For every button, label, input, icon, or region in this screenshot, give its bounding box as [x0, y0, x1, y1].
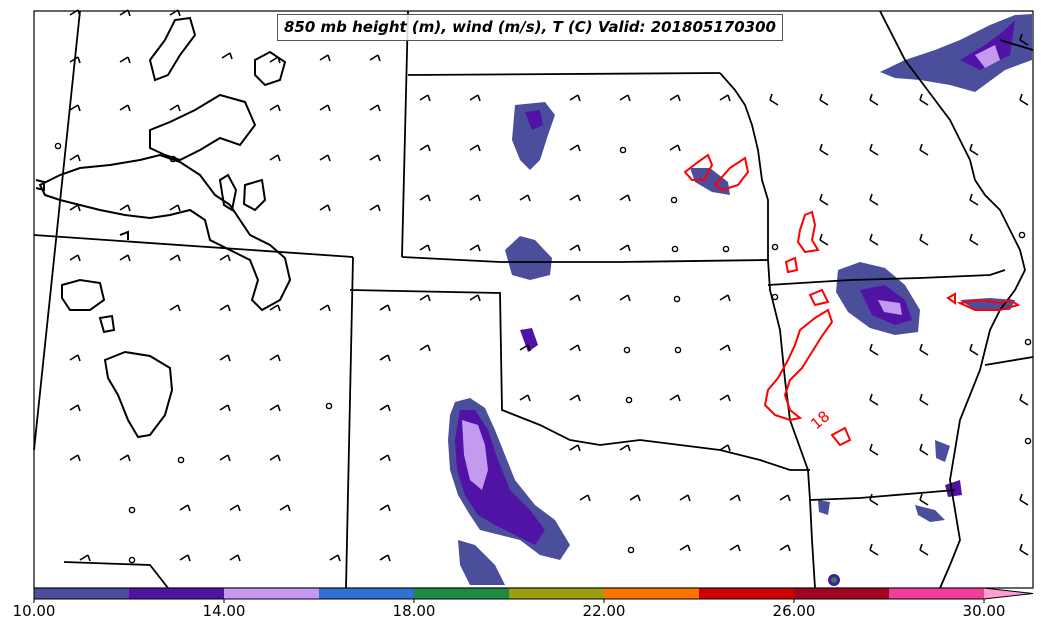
- colorbar-tick-label: 18.00: [392, 602, 436, 620]
- wind-barbs: [54, 9, 1032, 564]
- reflectivity-shading: [448, 14, 1032, 586]
- colorbar-tick-label: 30.00: [962, 602, 1006, 620]
- colorbar-tick-label: 22.00: [582, 602, 626, 620]
- height-contours: [35, 16, 292, 439]
- state-boundaries: [33, 10, 1034, 589]
- calm-markers: [54, 142, 1032, 564]
- colorbar-tick-label: 10.00: [12, 602, 56, 620]
- colorbar: [33, 587, 1034, 603]
- map-title: 850 mb height (m), wind (m/s), T (C) Val…: [277, 14, 783, 41]
- colorbar-tick-label: 26.00: [772, 602, 816, 620]
- colorbar-tick-label: 14.00: [202, 602, 246, 620]
